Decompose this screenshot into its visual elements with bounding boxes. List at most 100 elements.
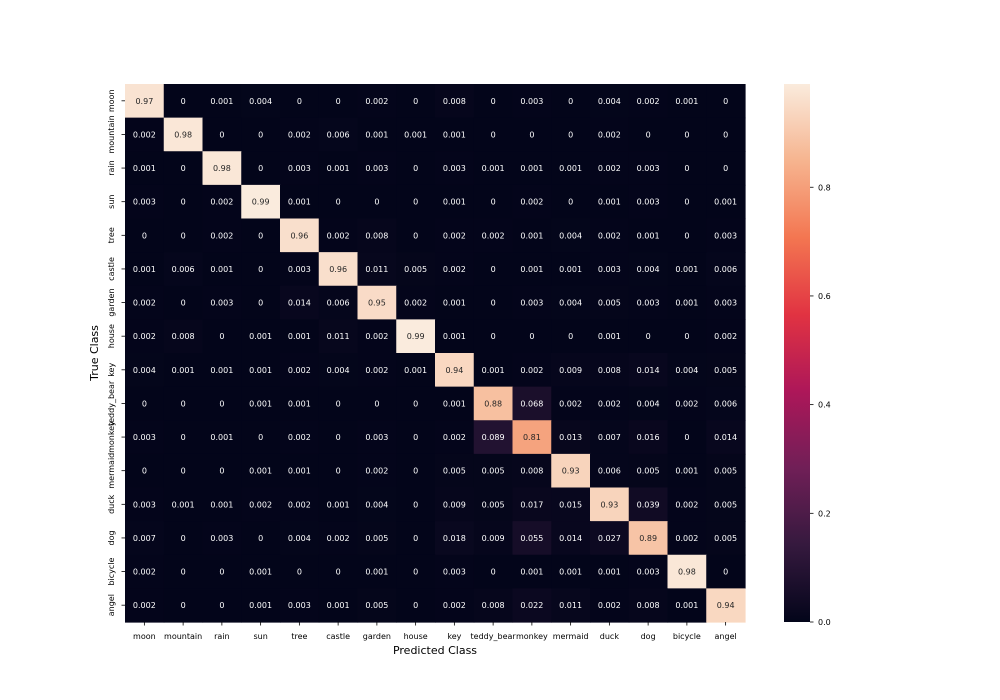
heatmap-cell xyxy=(551,151,591,186)
heatmap-cell xyxy=(628,588,669,623)
heatmap-cell xyxy=(667,84,707,119)
cell-value-label: 0.002 xyxy=(210,198,233,207)
cell-value-label: 0.006 xyxy=(598,467,621,476)
cell-value-label: 0 xyxy=(413,231,418,240)
cell-value-label: 0.001 xyxy=(443,332,466,341)
heatmap-cell xyxy=(512,487,552,522)
cell-value-label: 0.003 xyxy=(365,164,388,173)
cell-value-label: 0.003 xyxy=(288,265,311,274)
heatmap-cell xyxy=(551,453,591,489)
heatmap-cell xyxy=(473,353,514,388)
cell-value-label: 0.003 xyxy=(288,164,311,173)
cell-value-label: 0.003 xyxy=(365,433,388,442)
cell-value-label: 0.001 xyxy=(482,164,505,173)
cell-value-label: 0.002 xyxy=(365,366,388,375)
heatmap-cell xyxy=(628,353,669,388)
heatmap-cell xyxy=(628,285,669,320)
cell-value-label: 0 xyxy=(258,299,263,308)
cell-value-label: 0.002 xyxy=(133,332,156,341)
heatmap-cell xyxy=(706,285,746,320)
cell-value-label: 0.002 xyxy=(598,164,621,173)
cell-value-label: 0 xyxy=(723,568,728,577)
cell-value-label: 0.003 xyxy=(133,500,156,509)
heatmap-cell xyxy=(202,117,242,152)
heatmap-cell xyxy=(202,84,242,119)
heatmap-cell xyxy=(318,521,359,556)
cell-value-label: 0.003 xyxy=(210,534,233,543)
cell-value-label: 0 xyxy=(336,97,341,106)
cell-value-label: 0 xyxy=(181,534,186,543)
heatmap-cell xyxy=(590,252,630,287)
heatmap-cell xyxy=(512,420,552,455)
cell-value-label: 0.002 xyxy=(443,265,466,274)
heatmap-cell xyxy=(628,386,669,421)
heatmap-cell xyxy=(357,353,397,388)
heatmap-cell xyxy=(241,184,281,220)
cell-value-label: 0.001 xyxy=(288,399,311,408)
heatmap-cell xyxy=(628,319,669,354)
cell-value-label: 0.003 xyxy=(598,265,621,274)
cell-value-label: 0.022 xyxy=(520,601,543,610)
heatmap-cell xyxy=(125,453,165,489)
cell-value-label: 0.013 xyxy=(559,433,582,442)
heatmap-cell xyxy=(435,453,475,489)
cell-value-label: 0 xyxy=(181,601,186,610)
cell-value-label: 0.003 xyxy=(637,164,660,173)
cell-value-label: 0.002 xyxy=(520,198,543,207)
cell-value-label: 0 xyxy=(568,130,573,139)
heatmap-cell xyxy=(706,588,746,623)
cell-value-label: 0.002 xyxy=(598,399,621,408)
heatmap-cell xyxy=(202,353,242,388)
cell-value-label: 0 xyxy=(413,97,418,106)
heatmap-cell xyxy=(628,117,669,152)
heatmap-cell xyxy=(396,319,436,354)
y-tick-label: angel xyxy=(107,594,116,616)
cell-value-label: 0.039 xyxy=(637,500,660,509)
heatmap-cell xyxy=(435,218,475,253)
cell-value-label: 0 xyxy=(181,399,186,408)
heatmap-cell xyxy=(318,554,359,589)
heatmap-cell xyxy=(125,285,165,320)
heatmap-cell xyxy=(396,84,436,119)
heatmap-cell xyxy=(357,285,397,320)
heatmap-cell xyxy=(241,84,281,119)
heatmap-cell xyxy=(667,319,707,354)
cell-value-label: 0.002 xyxy=(598,231,621,240)
x-tick-label: bicycle xyxy=(673,632,701,641)
cell-value-label: 0 xyxy=(491,332,496,341)
heatmap-cell xyxy=(318,218,359,253)
cell-value-label: 0.001 xyxy=(365,568,388,577)
heatmap-cell xyxy=(551,84,591,119)
heatmap-cell xyxy=(163,487,204,522)
heatmap-cell xyxy=(125,117,165,152)
y-tick-label: castle xyxy=(107,257,116,281)
cell-value-label: 0.001 xyxy=(249,399,272,408)
heatmap-cell xyxy=(280,184,320,220)
cell-value-label: 0.001 xyxy=(443,299,466,308)
heatmap-cell xyxy=(473,453,514,489)
heatmap-cell xyxy=(163,386,204,421)
cell-value-label: 0.002 xyxy=(598,130,621,139)
heatmap-cell xyxy=(318,588,359,623)
cell-value-label: 0.99 xyxy=(407,332,425,341)
cell-value-label: 0.97 xyxy=(135,97,153,106)
cell-value-label: 0.002 xyxy=(288,130,311,139)
cell-value-label: 0.055 xyxy=(520,534,543,543)
heatmap-cell xyxy=(667,252,707,287)
heatmap-cell xyxy=(241,487,281,522)
cell-value-label: 0.001 xyxy=(210,433,233,442)
cell-value-label: 0.001 xyxy=(172,366,195,375)
heatmap-cell xyxy=(667,117,707,152)
heatmap-cell xyxy=(396,252,436,287)
heatmap-cell xyxy=(706,521,746,556)
cell-value-label: 0.003 xyxy=(714,299,737,308)
cell-value-label: 0 xyxy=(568,97,573,106)
heatmap-cell xyxy=(473,285,514,320)
cell-value-label: 0.96 xyxy=(329,265,347,274)
heatmap-cell xyxy=(280,420,320,455)
cell-value-label: 0 xyxy=(491,130,496,139)
heatmap-cell xyxy=(318,353,359,388)
heatmap-cell xyxy=(667,218,707,253)
y-axis-ticks: moon mountain rain sun tree castle garden house… xyxy=(107,89,125,616)
heatmap-cell xyxy=(706,487,746,522)
